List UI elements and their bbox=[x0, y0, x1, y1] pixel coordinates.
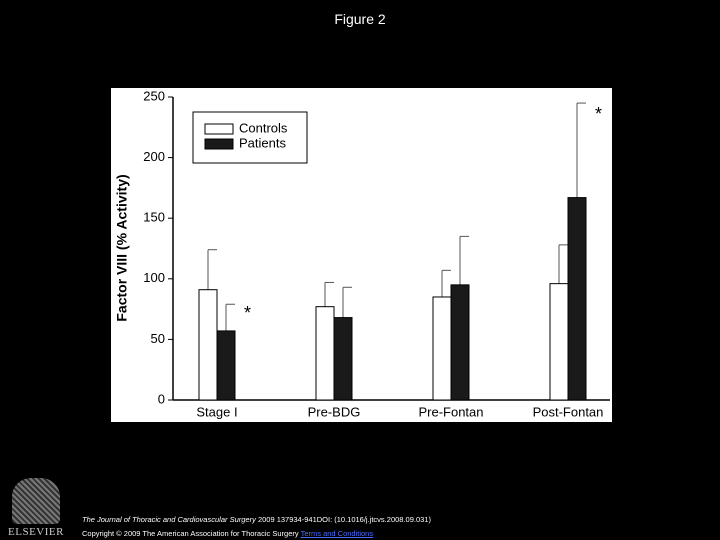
y-tick-label: 200 bbox=[143, 149, 165, 164]
bar bbox=[216, 330, 236, 401]
y-tick-label: 250 bbox=[143, 88, 165, 103]
slide-title: Figure 2 bbox=[334, 11, 386, 27]
annotation: * bbox=[595, 104, 602, 124]
terms-link[interactable]: Terms and Conditions bbox=[300, 529, 374, 538]
bar bbox=[567, 197, 587, 401]
y-tick-label: 50 bbox=[151, 331, 165, 346]
copyright-text: Copyright © 2009 The American Associatio… bbox=[82, 529, 299, 538]
y-tick-label: 150 bbox=[143, 210, 165, 225]
x-tick-label: Pre-Fontan bbox=[418, 404, 483, 419]
logo-text: ELSEVIER bbox=[8, 526, 64, 538]
legend-label: Controls bbox=[239, 120, 288, 135]
bar bbox=[198, 289, 218, 401]
annotation: * bbox=[244, 303, 251, 323]
legend-swatch bbox=[204, 123, 234, 135]
y-axis-label: Factor VIII (% Activity) bbox=[114, 174, 130, 321]
bar bbox=[450, 284, 470, 401]
legend-box bbox=[192, 111, 308, 164]
copyright: Copyright © 2009 The American Associatio… bbox=[82, 529, 373, 538]
legend-label: Patients bbox=[239, 135, 286, 150]
legend-swatch bbox=[204, 138, 234, 150]
chart-background bbox=[111, 88, 612, 422]
x-tick-label: Stage I bbox=[196, 404, 237, 419]
chart: Factor VIII (% Activity) 0 50 100 150 200 250… bbox=[111, 88, 612, 422]
publisher-logo: ELSEVIER bbox=[6, 478, 66, 540]
x-tick-label: Post-Fontan bbox=[533, 404, 604, 419]
bar bbox=[549, 283, 569, 401]
y-tick-label: 100 bbox=[143, 270, 165, 285]
journal-name: The Journal of Thoracic and Cardiovascul… bbox=[82, 515, 256, 524]
x-tick-label: Pre-BDG bbox=[308, 404, 361, 419]
y-tick-label: 0 bbox=[158, 391, 165, 406]
bar bbox=[315, 306, 335, 401]
logo-image bbox=[12, 478, 60, 524]
citation: The Journal of Thoracic and Cardiovascul… bbox=[82, 515, 431, 524]
bar bbox=[333, 317, 353, 401]
citation-details: 2009 137934-941DOI: (10.1016/j.jtcvs.200… bbox=[257, 515, 431, 524]
bar bbox=[432, 296, 452, 401]
